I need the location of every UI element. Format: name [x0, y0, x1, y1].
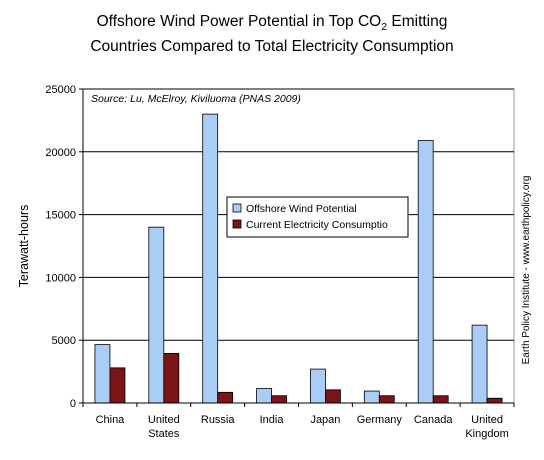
bar-electricity-consumption: [432, 395, 449, 404]
y-tick-labels: 0 5000 10000 15000 20000 25000: [45, 84, 76, 410]
bar-electricity-consumption: [378, 395, 395, 404]
x-category-label: Germany: [357, 414, 403, 426]
chart-title-line2: Countries Compared to Total Electricity …: [90, 38, 453, 55]
bar-offshore-wind: [310, 368, 326, 404]
legend-swatch: [232, 219, 242, 229]
x-category-label: United: [471, 414, 503, 426]
bars: [94, 113, 503, 404]
chart-title-line1-post: Emitting: [387, 13, 447, 30]
plot-area: [82, 88, 515, 404]
x-category-labels: China United States Russia India Japan Germany…: [96, 414, 509, 440]
legend-swatch: [232, 203, 242, 213]
y-tick-label: 10000: [45, 272, 76, 284]
y-tick-label: 20000: [45, 147, 76, 159]
side-credit: Earth Policy Institute - www.earthpolicy…: [521, 176, 532, 365]
legend-box: [226, 196, 409, 238]
bar-offshore-wind: [94, 344, 111, 404]
x-category-label: Russia: [201, 414, 236, 426]
x-category-label: United: [148, 414, 180, 426]
bar-electricity-consumption: [163, 352, 180, 404]
bar-electricity-consumption: [271, 395, 287, 404]
axes: [82, 89, 515, 407]
plot-border: [82, 88, 515, 404]
legend-label: Offshore Wind Potential: [246, 203, 357, 215]
bar-offshore-wind: [363, 390, 380, 404]
x-category-label: Kingdom: [465, 428, 508, 440]
source-note: Source: Lu, McElroy, Kiviluoma (PNAS 200…: [91, 93, 301, 105]
bar-offshore-wind: [256, 388, 272, 404]
bar-electricity-consumption: [217, 391, 234, 404]
bar-offshore-wind: [148, 226, 165, 404]
bar-offshore-wind: [471, 324, 488, 404]
y-tick-label: 0: [70, 398, 76, 410]
y-tick-label: 15000: [45, 210, 76, 222]
bar-electricity-consumption: [325, 389, 341, 404]
x-category-label: India: [260, 414, 285, 426]
y-axis-label: Terawatt-hours: [17, 205, 31, 288]
x-category-label: China: [96, 414, 126, 426]
x-category-label: States: [148, 428, 180, 440]
bar-electricity-consumption: [109, 367, 126, 404]
legend-label: Current Electricity Consumptio: [246, 219, 388, 231]
x-category-label: Canada: [414, 414, 453, 426]
legend: Offshore Wind Potential Current Electrici…: [226, 196, 409, 238]
y-tick-label: 5000: [52, 335, 76, 347]
bar-electricity-consumption: [486, 397, 503, 404]
x-category-label: Japan: [310, 414, 340, 426]
chart-title-line1-pre: Offshore Wind Power Potential in Top CO: [97, 13, 382, 30]
chart-title-line1-sub: 2: [381, 21, 387, 33]
bar-offshore-wind: [417, 140, 434, 404]
chart-title-line1: Offshore Wind Power Potential in Top CO2…: [97, 13, 448, 33]
y-tick-label: 25000: [45, 84, 76, 96]
chart-title: Offshore Wind Power Potential in Top CO2…: [90, 13, 453, 55]
bar-offshore-wind: [202, 113, 219, 404]
